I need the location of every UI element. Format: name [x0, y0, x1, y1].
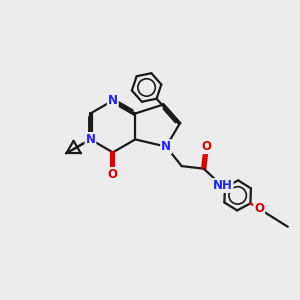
- Text: N: N: [108, 94, 118, 107]
- Text: N: N: [85, 133, 95, 146]
- Text: N: N: [161, 140, 171, 153]
- Text: O: O: [254, 202, 264, 215]
- Text: NH: NH: [213, 179, 233, 192]
- Text: O: O: [201, 140, 211, 153]
- Text: O: O: [108, 168, 118, 181]
